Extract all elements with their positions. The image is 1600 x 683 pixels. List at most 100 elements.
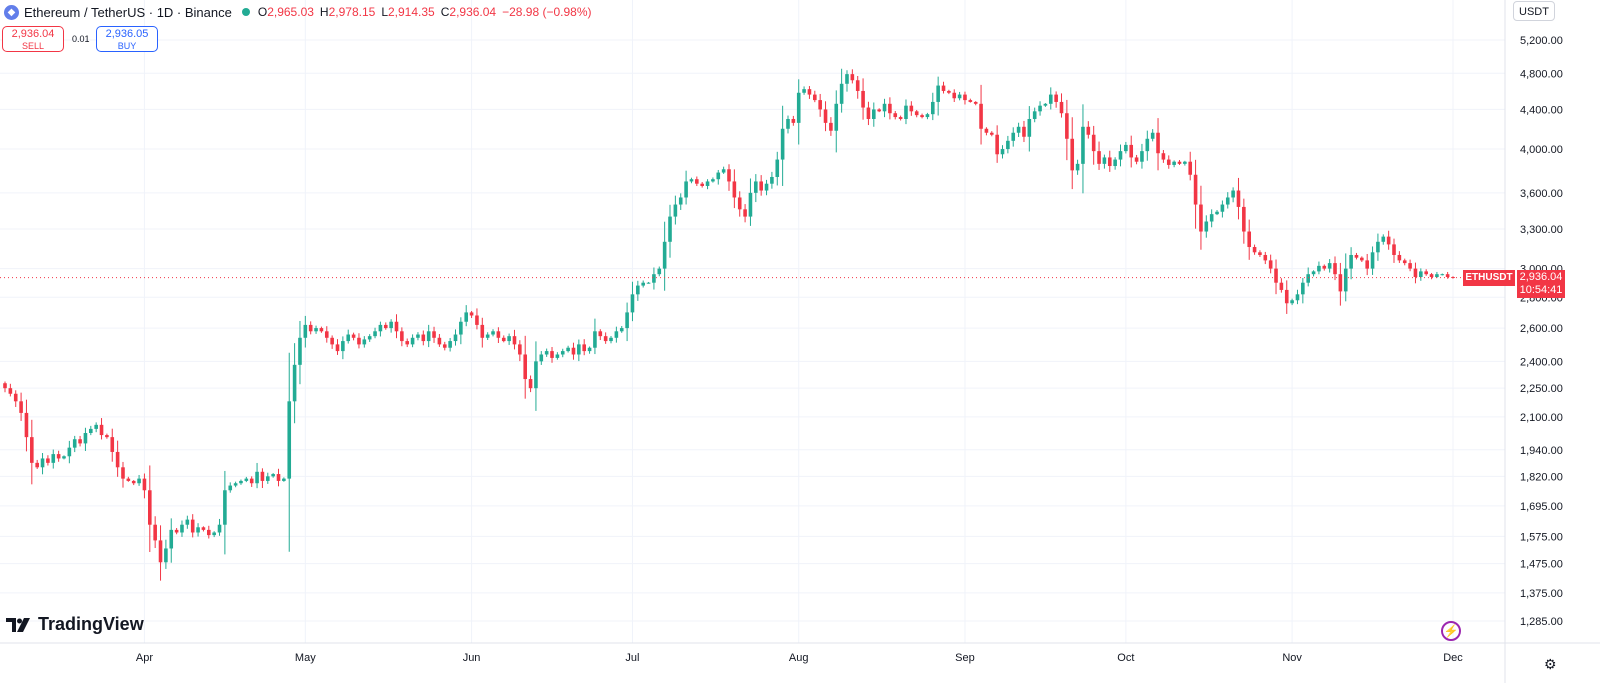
candle-body [378,324,383,332]
market-status-dot [241,8,250,16]
candle-body [764,183,769,191]
candle-body [727,169,731,182]
candle-body [1333,263,1337,275]
candle-body [668,216,672,242]
candle-body [968,100,973,102]
candle-body [1429,274,1434,278]
candle-body [3,383,7,389]
buy-button[interactable]: 2,936.05 BUY [96,26,158,52]
sell-button[interactable]: 2,936.04 SELL [2,26,64,52]
candle-body [1166,159,1171,165]
candle-body [1413,268,1418,278]
candle-body [1043,103,1048,106]
candle-body [35,462,39,468]
candle-body [582,344,586,352]
candle-body [839,83,844,104]
x-tick-label: Aug [789,652,809,664]
currency-selector[interactable]: USDT [1513,1,1555,21]
candle-body [485,334,490,338]
candle-body [367,336,372,340]
candle-body [105,435,109,438]
candle-body [19,401,23,413]
candle-body [909,105,914,112]
candle-body [416,334,420,338]
candle-body [13,393,18,402]
candle-body [223,490,227,525]
ohlc-high: H2,978.15 [319,5,376,19]
candle-body [1225,197,1230,205]
logo-text: TradingView [38,614,144,634]
candle-body [861,90,865,108]
lightning-icon[interactable]: ⚡ [1441,621,1461,641]
candle-body [1204,221,1209,232]
candle-body [539,354,544,362]
symbol-title[interactable]: Ethereum / TetherUS · 1D · Binance [24,4,232,20]
candle-body [1408,263,1412,269]
candle-body [410,337,415,345]
candle-body [791,118,796,123]
y-tick-label: 1,695.00 [1520,501,1563,513]
candle-body [995,134,999,155]
candle-body [62,456,66,459]
tradingview-logo[interactable]: TradingView [6,614,144,635]
candle-body [507,336,511,342]
candle-body [1424,271,1428,275]
candle-body [657,268,662,275]
candle-body [249,478,254,484]
y-tick-label: 2,600.00 [1520,323,1563,335]
candle-body [180,524,184,533]
candle-body [67,447,72,457]
candle-body [952,92,957,99]
candle-body [512,336,517,345]
buy-price: 2,936.05 [105,28,149,40]
candle-body [206,529,211,536]
candle-body [426,331,431,342]
candle-body [1038,105,1042,112]
candle-body [357,337,361,345]
sell-price: 2,936.04 [11,28,55,40]
candle-body [99,424,104,436]
candle-body [770,176,774,184]
candle-body [1059,101,1064,114]
candle-body [700,183,704,186]
candle-body [1268,260,1273,269]
candle-body [1081,126,1085,164]
candle-body [1284,289,1289,304]
candle-body [405,341,410,345]
candle-body [1419,271,1423,278]
candle-body [1215,211,1219,215]
candle-body [201,527,206,530]
x-tick-label: Oct [1117,652,1134,664]
candle-body [523,354,528,380]
candle-body [389,321,393,329]
gear-icon[interactable]: ⚙ [1544,656,1557,672]
candle-body [593,331,597,348]
candle-body [614,331,619,338]
candle-body [190,519,195,533]
candle-body [979,103,983,129]
candle-body [823,109,828,123]
candle-body [228,485,233,491]
candle-body [888,103,892,114]
candle-body [673,204,678,217]
candle-body [185,519,190,525]
candle-body [775,159,780,177]
y-tick-label: 3,600.00 [1520,188,1563,200]
candle-body [641,282,645,286]
candle-body [534,361,538,389]
candle-body [30,437,34,463]
x-tick-label: Nov [1282,652,1302,664]
candle-body [834,103,839,131]
candle-body [239,480,243,484]
candle-body [630,294,635,313]
candle-body [1247,231,1252,248]
candle-body [292,364,297,402]
candle-body [904,105,908,119]
candle-body [383,324,388,329]
candle-body [1392,244,1396,255]
candle-body [1000,149,1005,155]
candle-body [400,331,404,342]
y-tick-label: 1,475.00 [1520,559,1563,571]
candle-body [1360,257,1364,261]
ohlc-close: C2,936.04 [440,5,497,19]
